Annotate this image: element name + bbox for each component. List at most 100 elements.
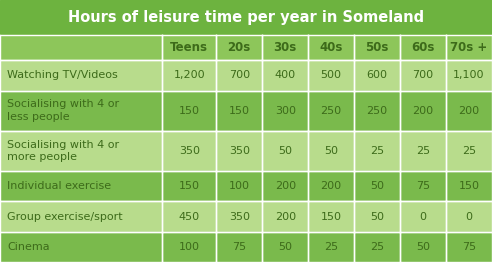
Bar — [354, 90, 400, 131]
Text: 1,100: 1,100 — [453, 70, 485, 80]
Bar — [216, 35, 262, 60]
Bar — [354, 171, 400, 201]
Text: 200: 200 — [412, 106, 433, 116]
Text: 150: 150 — [229, 106, 250, 116]
Bar — [308, 131, 354, 171]
Text: Teens: Teens — [170, 41, 208, 54]
Bar — [262, 60, 308, 91]
Bar — [308, 35, 354, 60]
Text: 100: 100 — [179, 242, 200, 252]
Bar — [262, 90, 308, 131]
Bar — [216, 90, 262, 131]
Text: Cinema: Cinema — [7, 242, 50, 252]
Text: 0: 0 — [420, 212, 427, 222]
Bar — [0, 171, 162, 201]
Text: 150: 150 — [179, 181, 200, 191]
Text: Socialising with 4 or
more people: Socialising with 4 or more people — [7, 140, 120, 162]
Text: 40s: 40s — [319, 41, 343, 54]
Text: 700: 700 — [412, 70, 433, 80]
Text: 25: 25 — [370, 242, 384, 252]
Bar — [354, 201, 400, 232]
Bar — [446, 35, 492, 60]
Text: 200: 200 — [459, 106, 480, 116]
Text: 200: 200 — [321, 181, 342, 191]
Bar — [216, 60, 262, 91]
Text: 400: 400 — [275, 70, 296, 80]
Bar — [400, 90, 446, 131]
Text: 60s: 60s — [411, 41, 435, 54]
Text: 150: 150 — [459, 181, 480, 191]
Bar — [0, 201, 162, 232]
Bar — [162, 171, 216, 201]
Bar — [162, 201, 216, 232]
Bar — [0, 232, 162, 262]
Bar — [354, 232, 400, 262]
Text: 25: 25 — [416, 146, 430, 156]
Bar — [162, 90, 216, 131]
Bar — [400, 232, 446, 262]
Bar — [446, 90, 492, 131]
Text: 500: 500 — [321, 70, 341, 80]
Bar — [354, 35, 400, 60]
Text: 600: 600 — [367, 70, 388, 80]
Bar — [400, 60, 446, 91]
Text: 350: 350 — [229, 212, 250, 222]
Bar — [308, 201, 354, 232]
Text: 100: 100 — [229, 181, 250, 191]
Text: 75: 75 — [232, 242, 246, 252]
Bar — [354, 131, 400, 171]
Text: 250: 250 — [321, 106, 342, 116]
Bar — [216, 131, 262, 171]
Bar — [262, 35, 308, 60]
Text: 75: 75 — [462, 242, 476, 252]
Text: 25: 25 — [462, 146, 476, 156]
Text: 25: 25 — [370, 146, 384, 156]
Text: Socialising with 4 or
less people: Socialising with 4 or less people — [7, 100, 120, 122]
Text: 70s +: 70s + — [450, 41, 488, 54]
Text: 1,200: 1,200 — [173, 70, 205, 80]
Text: 50: 50 — [324, 146, 338, 156]
Text: 20s: 20s — [228, 41, 251, 54]
Bar — [162, 131, 216, 171]
Bar — [0, 35, 162, 60]
Bar — [162, 232, 216, 262]
Bar — [262, 201, 308, 232]
Bar — [400, 35, 446, 60]
Bar — [354, 60, 400, 91]
Bar — [446, 171, 492, 201]
Bar — [216, 171, 262, 201]
Bar — [162, 60, 216, 91]
Bar — [262, 131, 308, 171]
Bar — [0, 90, 162, 131]
Text: 25: 25 — [324, 242, 338, 252]
Text: 450: 450 — [179, 212, 200, 222]
Bar — [262, 232, 308, 262]
Bar — [446, 232, 492, 262]
Bar — [0, 0, 492, 35]
Text: 50: 50 — [416, 242, 430, 252]
Text: 150: 150 — [321, 212, 341, 222]
Bar — [400, 171, 446, 201]
Text: 250: 250 — [367, 106, 388, 116]
Bar — [308, 60, 354, 91]
Text: 0: 0 — [465, 212, 472, 222]
Text: Individual exercise: Individual exercise — [7, 181, 112, 191]
Text: 50: 50 — [370, 181, 384, 191]
Text: 50s: 50s — [366, 41, 389, 54]
Text: Group exercise/sport: Group exercise/sport — [7, 212, 123, 222]
Text: 300: 300 — [275, 106, 296, 116]
Bar — [162, 35, 216, 60]
Text: 50: 50 — [370, 212, 384, 222]
Bar — [446, 201, 492, 232]
Bar — [0, 131, 162, 171]
Text: 350: 350 — [179, 146, 200, 156]
Text: 350: 350 — [229, 146, 250, 156]
Bar — [216, 232, 262, 262]
Bar — [308, 90, 354, 131]
Text: 75: 75 — [416, 181, 430, 191]
Bar — [308, 232, 354, 262]
Bar — [446, 60, 492, 91]
Text: 50: 50 — [278, 242, 292, 252]
Text: 200: 200 — [275, 181, 296, 191]
Text: Hours of leisure time per year in Someland: Hours of leisure time per year in Somela… — [68, 10, 424, 25]
